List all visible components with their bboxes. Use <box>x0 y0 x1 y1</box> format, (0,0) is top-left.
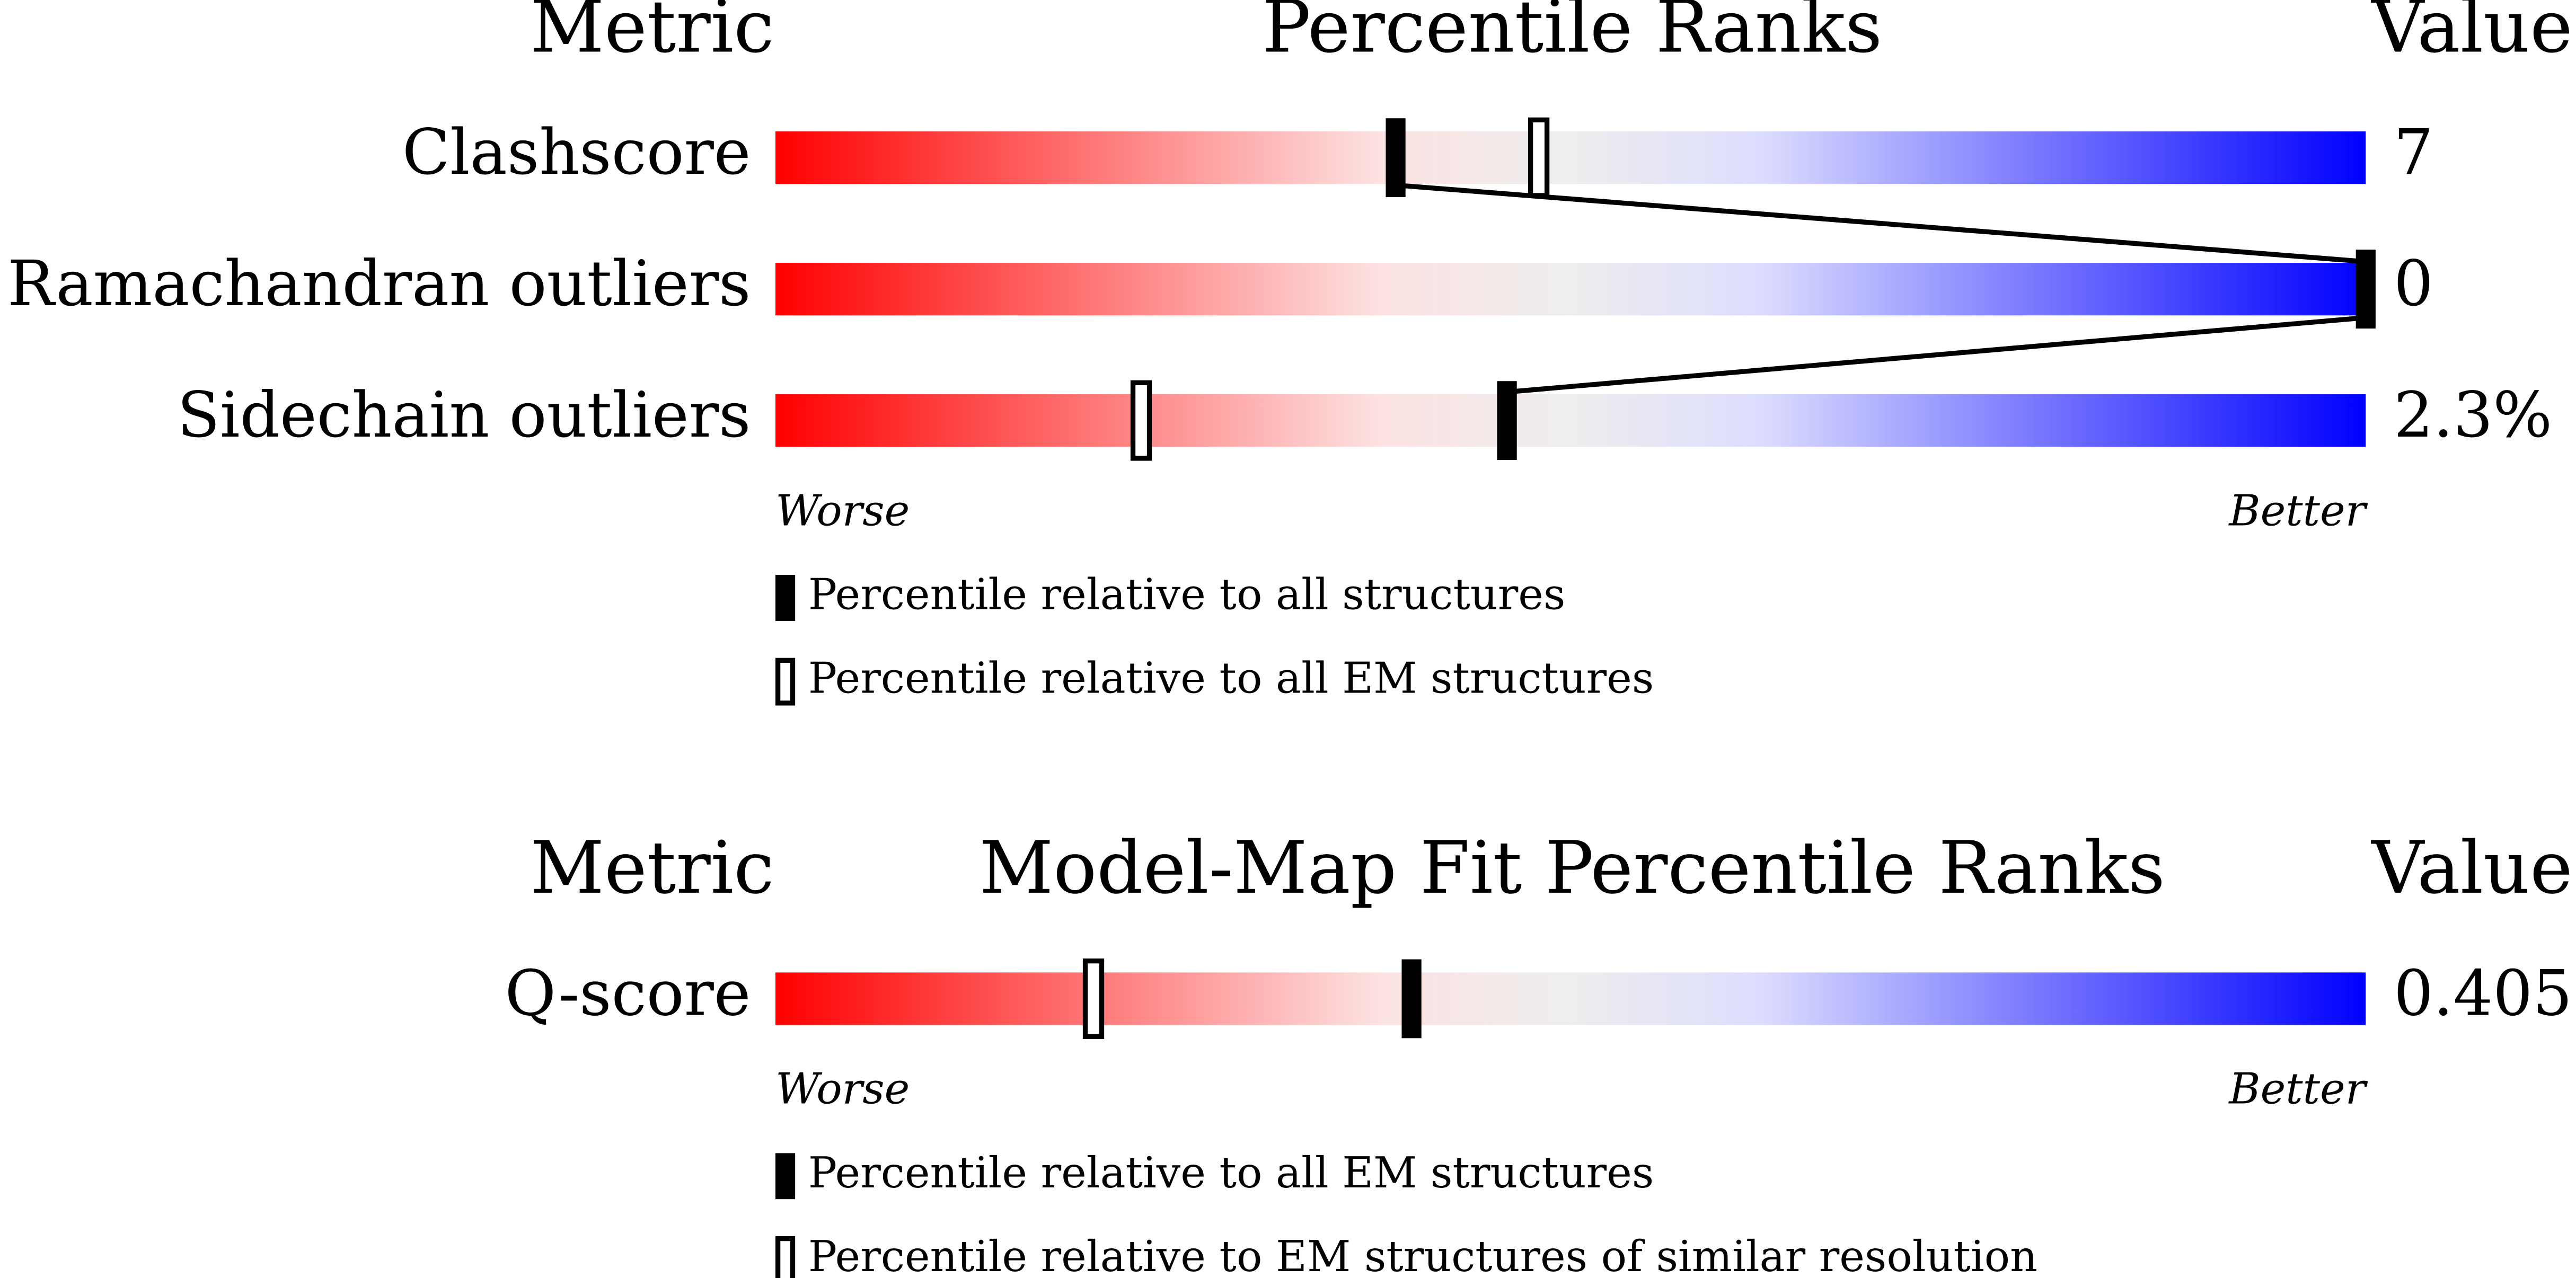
legend-label: Percentile relative to all structures <box>808 570 1565 619</box>
slider-bar <box>775 394 2366 447</box>
connector <box>1500 314 2373 395</box>
percentile-marker-open <box>1130 380 1152 461</box>
slider-bar <box>775 263 2366 316</box>
legend-icon <box>775 1153 796 1200</box>
legend-label: Percentile relative to EM structures of … <box>808 1232 2037 1278</box>
legend-icon <box>775 1236 796 1278</box>
better-label: Better <box>2228 1064 2368 1114</box>
panel-title: Model-Map Fit Percentile Ranks <box>980 826 2165 910</box>
legend-icon <box>775 658 796 706</box>
percentile-marker-open <box>1528 117 1550 198</box>
worse-label: Worse <box>775 486 910 536</box>
legend-icon <box>775 575 796 621</box>
metric-value: 0.405 <box>2394 957 2572 1030</box>
metric-label: Sidechain outliers <box>177 379 751 451</box>
panel-title: Percentile Ranks <box>1262 0 1882 69</box>
slider-bar <box>775 972 2366 1025</box>
metric-label: Clashscore <box>402 116 751 189</box>
metric-value: 0 <box>2394 247 2433 320</box>
percentile-marker <box>1497 381 1517 460</box>
metric-label: Q-score <box>505 957 751 1030</box>
connector <box>1402 183 2360 264</box>
value-header: Value <box>2370 826 2572 910</box>
percentile-marker <box>1386 118 1406 198</box>
metric-value: 7 <box>2394 116 2433 189</box>
percentile-marker <box>1401 959 1422 1039</box>
value-header: Value <box>2370 0 2572 69</box>
percentile-marker <box>2356 250 2376 329</box>
metric-header: Metric <box>530 826 774 910</box>
worse-label: Worse <box>775 1064 910 1114</box>
slider-bar <box>775 131 2366 184</box>
metric-header: Metric <box>530 0 774 69</box>
percentile-marker-open <box>1082 958 1105 1039</box>
metric-value: 2.3% <box>2394 379 2552 451</box>
legend-label: Percentile relative to all EM structures <box>808 1148 1654 1198</box>
legend-label: Percentile relative to all EM structures <box>808 654 1654 704</box>
metric-label: Ramachandran outliers <box>7 247 751 320</box>
better-label: Better <box>2228 486 2368 536</box>
